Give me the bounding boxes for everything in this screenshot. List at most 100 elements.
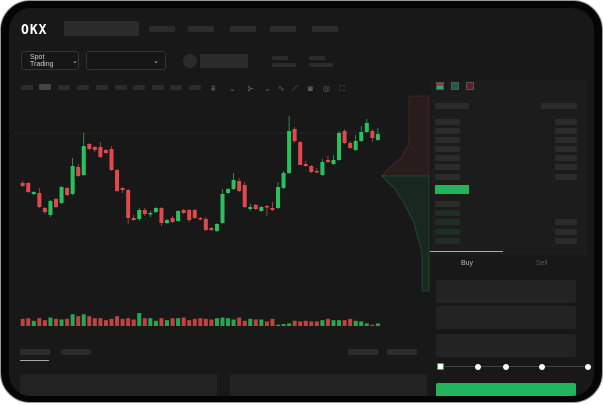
candle-body <box>176 211 181 221</box>
amount-slider-track[interactable] <box>441 366 588 367</box>
nav-item[interactable] <box>188 26 214 32</box>
candle <box>203 217 208 231</box>
volume-bar <box>81 314 86 326</box>
volume-bar <box>120 318 125 326</box>
tab-buy[interactable]: Buy <box>461 260 474 267</box>
slider-mark-50[interactable] <box>503 364 509 370</box>
slider-mark-25[interactable] <box>475 364 481 370</box>
orderbook-price[interactable] <box>435 219 460 225</box>
total-input[interactable] <box>436 334 576 357</box>
chevron-down-icon[interactable]: ⌄ <box>229 84 236 93</box>
candle <box>370 129 375 142</box>
indicator-icon[interactable]: ⩩ <box>211 84 216 93</box>
candle <box>59 186 64 204</box>
candle <box>103 149 108 154</box>
slider-mark-75[interactable] <box>539 364 545 370</box>
filter-button[interactable] <box>348 349 378 355</box>
candle-body <box>148 213 153 215</box>
tab-order-history[interactable] <box>61 349 91 355</box>
slider-mark-100[interactable] <box>585 364 591 370</box>
camera-icon[interactable]: ◙ <box>308 84 313 93</box>
orderbook-price[interactable] <box>435 146 460 152</box>
timeframe-button[interactable] <box>170 85 182 90</box>
orderbook-amount <box>555 137 577 143</box>
timeframe-button[interactable] <box>58 85 70 90</box>
candle <box>337 131 342 161</box>
candle <box>264 205 269 216</box>
volume-bar <box>226 318 231 326</box>
candle <box>192 209 197 219</box>
candle-body <box>276 187 280 208</box>
orderbook-price[interactable] <box>435 119 460 125</box>
orderbook-both-view-icon[interactable] <box>436 82 444 90</box>
candle <box>70 158 75 195</box>
orderbook-price[interactable] <box>435 155 460 161</box>
orderbook-amount <box>541 103 577 109</box>
candlestick-chart[interactable] <box>9 8 594 348</box>
timeframe-button[interactable] <box>21 85 33 90</box>
timeframe-button[interactable] <box>152 85 164 90</box>
tab-open-orders[interactable] <box>20 349 50 355</box>
candle-body <box>292 129 297 141</box>
timeframe-button[interactable] <box>115 85 127 90</box>
volume-bar <box>370 324 375 326</box>
orderbook-amount <box>555 174 577 180</box>
timeframe-button[interactable] <box>96 85 108 90</box>
timeframe-button[interactable] <box>133 85 145 90</box>
candle <box>31 191 36 195</box>
volume-bar <box>325 318 330 326</box>
orderbook-asks-view-icon[interactable] <box>466 82 474 90</box>
timeframe-button[interactable] <box>39 84 51 90</box>
fullscreen-icon[interactable]: ⛶ <box>339 84 345 93</box>
volume-bar <box>42 320 47 326</box>
depth-bids <box>381 175 430 292</box>
search-bar[interactable] <box>64 21 139 36</box>
draw-icon[interactable]: ⊱ <box>247 84 254 93</box>
candle-body <box>26 183 31 192</box>
slider-handle[interactable] <box>437 363 444 370</box>
orderbook-price[interactable] <box>435 174 460 180</box>
candle <box>298 141 303 165</box>
nav-item[interactable] <box>312 26 338 32</box>
volume-bar <box>203 318 208 326</box>
ruler-icon[interactable]: ⟋ <box>292 84 298 93</box>
candle <box>153 207 158 213</box>
amount-input[interactable] <box>436 306 576 329</box>
timeframe-button[interactable] <box>189 85 201 90</box>
buy-button[interactable] <box>436 383 576 396</box>
filter-button[interactable] <box>387 349 417 355</box>
chevron-down-icon[interactable]: ⌄ <box>264 84 271 93</box>
volume-bar <box>331 320 336 326</box>
orderbook-price[interactable] <box>435 128 460 134</box>
candle-body <box>198 218 203 220</box>
orderbook-price[interactable] <box>435 137 460 143</box>
market-selector[interactable]: Spot Trading ⌄ <box>21 51 79 70</box>
candle <box>26 182 31 193</box>
nav-item[interactable] <box>149 26 175 32</box>
orderbook-bids-view-icon[interactable] <box>451 82 459 90</box>
volume-bar <box>359 321 364 326</box>
timeframe-button[interactable] <box>77 85 89 90</box>
nav-item[interactable] <box>270 26 296 32</box>
orderbook-price[interactable] <box>435 103 469 109</box>
orderbook-amount <box>555 119 577 125</box>
pair-selector[interactable]: ⌄ <box>86 51 166 70</box>
orderbook-price[interactable] <box>435 238 460 244</box>
candle-body <box>281 173 286 188</box>
trading-screen: OKX Spot Trading ⌄ ⌄ ⩩ ⌄ ⊱ ⌄ ∿ ⟋ ◙ ◎ ⛶ <box>9 8 594 396</box>
tab-sell[interactable]: Sell <box>536 260 548 267</box>
price-input[interactable] <box>436 280 576 303</box>
volume-bar <box>153 320 158 326</box>
orderbook-price[interactable] <box>435 229 460 235</box>
orderbook-price[interactable] <box>435 210 460 216</box>
candle <box>159 207 164 226</box>
settings-icon[interactable]: ◎ <box>323 84 330 93</box>
orderbook-amount <box>555 238 577 244</box>
orderbook-price[interactable] <box>435 201 460 207</box>
candle-body <box>92 147 97 150</box>
candle-body <box>320 162 325 175</box>
orderbook-price[interactable] <box>435 164 460 170</box>
nav-item[interactable] <box>230 26 256 32</box>
line-icon[interactable]: ∿ <box>278 84 285 93</box>
orderbook-amount <box>555 219 577 225</box>
